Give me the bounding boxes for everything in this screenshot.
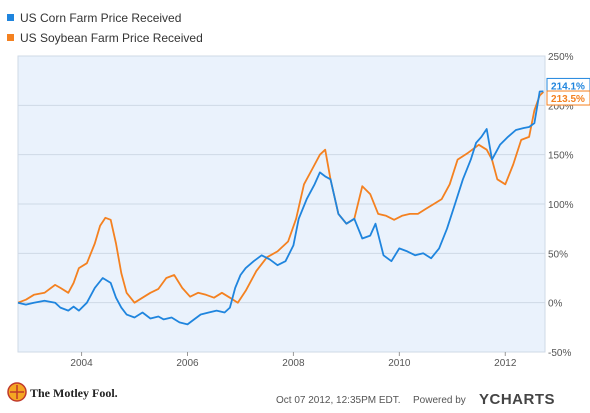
series-line-soybean bbox=[17, 91, 545, 304]
x-tick-label: 2010 bbox=[388, 358, 411, 369]
y-tick-label: 50% bbox=[548, 249, 568, 260]
powered-by: Powered by bbox=[413, 395, 466, 406]
timestamp: Oct 07 2012, 12:35PM EDT. bbox=[276, 395, 401, 406]
x-tick-label: 2004 bbox=[70, 358, 93, 369]
y-axis: -50% 0% 50% 100% 150% 200% 250% bbox=[548, 52, 574, 359]
y-tick-label: 100% bbox=[548, 200, 574, 211]
y-tick-label: 200% bbox=[548, 101, 574, 112]
end-label-box bbox=[546, 90, 590, 106]
end-label-soybean: 213.5% bbox=[546, 90, 590, 106]
x-tick-label: 2006 bbox=[176, 358, 199, 369]
end-label-text: 213.5% bbox=[551, 94, 585, 105]
ycharts-logo: YCHARTS bbox=[479, 391, 555, 408]
gridlines bbox=[18, 55, 545, 353]
end-label-text: 214.1% bbox=[551, 81, 585, 92]
x-tick-label: 2012 bbox=[494, 358, 517, 369]
y-tick-label: -50% bbox=[548, 348, 571, 359]
series-lines bbox=[17, 90, 545, 326]
x-tick-label: 2008 bbox=[282, 358, 305, 369]
y-tick-label: 0% bbox=[548, 299, 563, 310]
series-end-labels: 214.1% 213.5% bbox=[546, 77, 590, 106]
legend: US Corn Farm Price Received US Soybean F… bbox=[7, 11, 203, 45]
legend-swatch-soybean bbox=[7, 34, 14, 41]
legend-label-soybean: US Soybean Farm Price Received bbox=[20, 31, 203, 45]
footer: The Motley Fool. Oct 07 2012, 12:35PM ED… bbox=[7, 382, 555, 408]
motley-fool-logo: The Motley Fool. bbox=[7, 382, 118, 402]
y-tick-label: 250% bbox=[548, 52, 574, 63]
legend-swatch-corn bbox=[7, 14, 14, 21]
y-tick-label: 150% bbox=[548, 151, 574, 162]
end-label-corn: 214.1% bbox=[546, 77, 590, 93]
legend-label-corn: US Corn Farm Price Received bbox=[20, 11, 181, 25]
x-axis: 2004 2006 2008 2010 2012 bbox=[70, 352, 517, 369]
series-line-corn bbox=[17, 90, 544, 326]
motley-fool-brand: The Motley Fool. bbox=[30, 386, 118, 400]
jester-hat-stripe bbox=[10, 385, 24, 399]
